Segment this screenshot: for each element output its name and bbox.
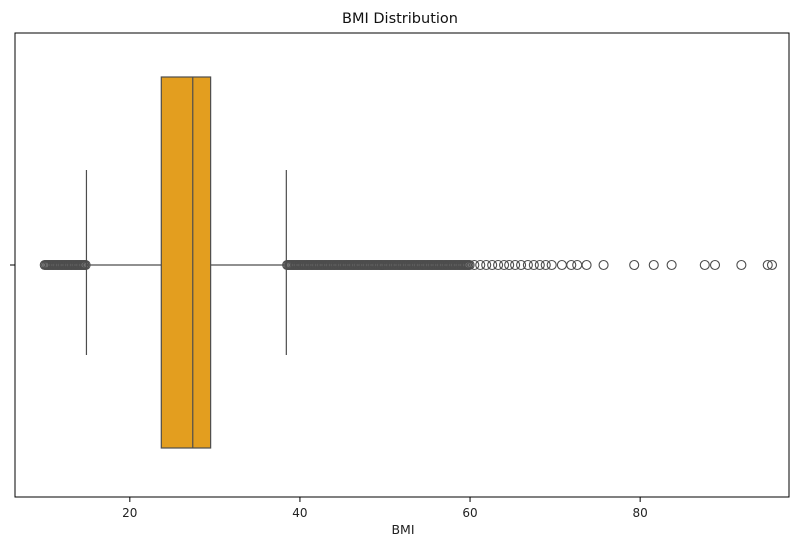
outlier-point <box>666 259 677 271</box>
x-tick-label: 40 <box>292 506 307 520</box>
outlier-point <box>766 259 778 271</box>
x-tick-label: 80 <box>633 506 648 520</box>
outlier-point <box>510 259 521 271</box>
outlier-point <box>546 259 557 271</box>
plot-area <box>39 76 778 449</box>
outlier-point <box>556 259 567 271</box>
outlier-point <box>528 259 539 271</box>
outlier-point <box>493 259 504 271</box>
x-tick-label: 60 <box>462 506 477 520</box>
outlier-point <box>475 259 486 271</box>
outliers <box>39 259 778 271</box>
outlier-point <box>487 259 498 271</box>
outlier-point <box>581 259 592 271</box>
outlier-point <box>540 259 551 271</box>
x-axis-label: BMI <box>391 522 414 537</box>
outlier-point <box>566 259 577 271</box>
outlier-point <box>598 259 609 271</box>
outlier-point <box>699 259 710 271</box>
outlier-point <box>504 259 515 271</box>
iqr-box <box>160 76 212 449</box>
outlier-point <box>516 259 527 271</box>
outlier-point <box>762 259 773 271</box>
outlier-point <box>572 259 583 271</box>
outlier-point <box>464 259 475 271</box>
axes-frame <box>14 32 790 498</box>
chart-title: BMI Distribution <box>342 11 458 27</box>
outlier-point <box>469 259 480 271</box>
outlier-point <box>534 259 545 271</box>
outlier-point <box>481 259 492 271</box>
outlier-point <box>499 259 510 271</box>
outlier-point <box>629 259 640 271</box>
outlier-point <box>709 259 721 271</box>
outlier-point <box>648 259 659 271</box>
outlier-point <box>80 259 91 271</box>
x-tick-label: 20 <box>122 506 137 520</box>
outlier-point <box>736 259 747 271</box>
outlier-point <box>522 259 533 271</box>
x-axis: 20 40 60 80 <box>122 497 648 520</box>
